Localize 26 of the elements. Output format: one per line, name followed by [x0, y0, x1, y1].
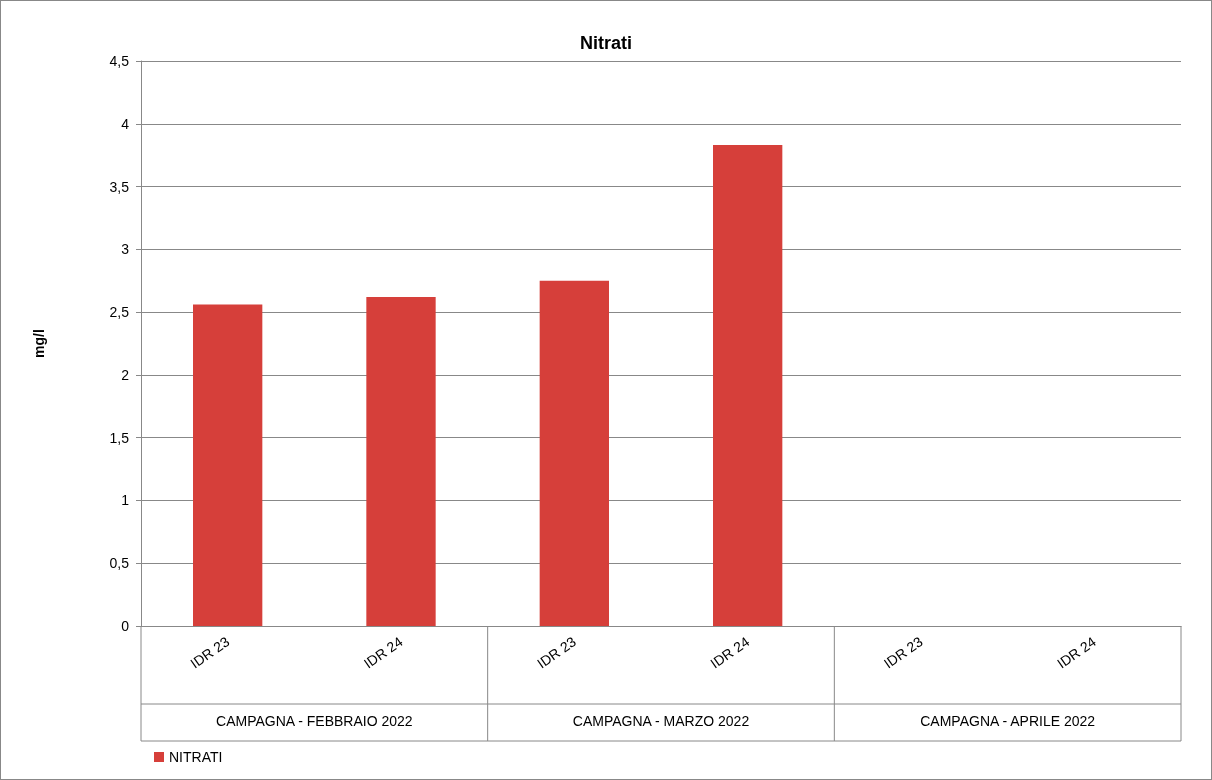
bar: [713, 145, 783, 626]
text: CAMPAGNA - MARZO 2022: [572, 713, 750, 729]
y-tick-label: 1,5: [109, 429, 130, 446]
x-tick-label: IDR 23: [534, 633, 580, 672]
y-tick-label: 4,5: [109, 53, 130, 69]
x-tick-label: IDR 24: [360, 633, 406, 672]
x-tick-label: IDR 23: [187, 633, 233, 672]
x-tick-label: IDR 24: [1054, 633, 1100, 672]
y-tick-label: 4: [121, 115, 130, 132]
y-tick-label: 1: [121, 492, 130, 509]
y-tick-label: 3: [121, 241, 130, 258]
bar: [366, 297, 436, 626]
text: CAMPAGNA - FEBBRAIO 2022: [216, 713, 413, 729]
y-tick-label: 3,5: [109, 178, 130, 195]
x-tick-label: IDR 24: [707, 633, 753, 672]
text: CAMPAGNA - APRILE 2022: [920, 713, 1096, 729]
bar: [539, 280, 609, 626]
y-axis-title: mg/l: [31, 329, 47, 358]
y-tick-label: 2,5: [109, 304, 130, 321]
y-tick-label: 2: [121, 366, 130, 383]
bar: [193, 304, 263, 626]
chart-title: Nitrati: [579, 33, 633, 53]
y-tick-label: 0: [121, 618, 130, 634]
x-tick-label: IDR 23: [880, 633, 926, 672]
legend-label: NITRATI: [169, 749, 223, 765]
y-tick-label: 0,5: [109, 555, 130, 572]
